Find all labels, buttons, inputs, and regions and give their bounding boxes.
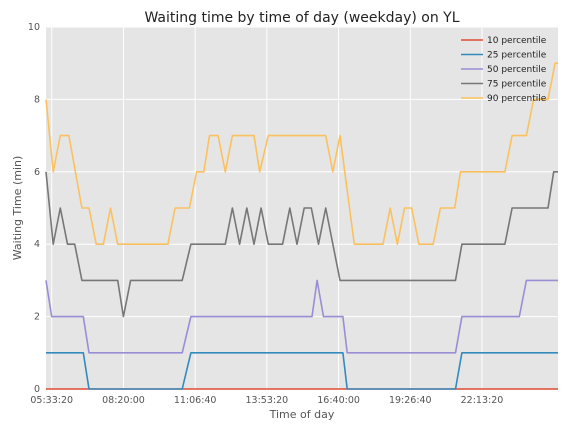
legend-label: 75 percentile — [487, 80, 547, 90]
x-axis-label: Time of day — [269, 408, 335, 421]
legend-label: 25 percentile — [487, 51, 547, 61]
plot-area — [46, 27, 558, 389]
x-tick-label: 16:40:00 — [317, 395, 360, 406]
legend: 10 percentile 25 percentile 50 percentile 7… — [461, 36, 547, 104]
x-tick-label: 13:53:20 — [246, 395, 289, 406]
x-tick-label: 08:20:00 — [102, 395, 145, 406]
legend-label: 10 percentile — [487, 36, 547, 46]
x-tick-label: 19:26:40 — [389, 395, 432, 406]
y-tick-label: 4 — [34, 239, 40, 250]
x-tick-label: 11:06:40 — [174, 395, 217, 406]
series-line-2 — [46, 351, 558, 390]
y-axis-ticks: 0 2 4 6 8 10 — [28, 22, 40, 395]
legend-label: 90 percentile — [487, 94, 547, 104]
x-tick-label: 22:13:20 — [461, 395, 504, 406]
legend-label: 50 percentile — [487, 65, 547, 75]
series-line-5 — [45, 62, 558, 245]
y-tick-label: 8 — [34, 94, 40, 105]
y-tick-label: 6 — [34, 167, 40, 178]
x-axis-ticks: 05:33:20 08:20:00 11:06:40 13:53:20 16:40:00… — [30, 395, 503, 406]
y-tick-label: 10 — [28, 22, 40, 33]
y-tick-label: 2 — [34, 312, 40, 323]
y-axis-label: Waiting Time (min) — [11, 156, 24, 261]
series-layer — [45, 62, 558, 390]
series-line-3 — [45, 279, 558, 354]
x-tick-label: 05:33:20 — [30, 395, 73, 406]
y-tick-label: 0 — [34, 384, 40, 395]
chart-title: Waiting time by time of day (weekday) on… — [144, 10, 459, 26]
series-line-4 — [45, 171, 558, 318]
